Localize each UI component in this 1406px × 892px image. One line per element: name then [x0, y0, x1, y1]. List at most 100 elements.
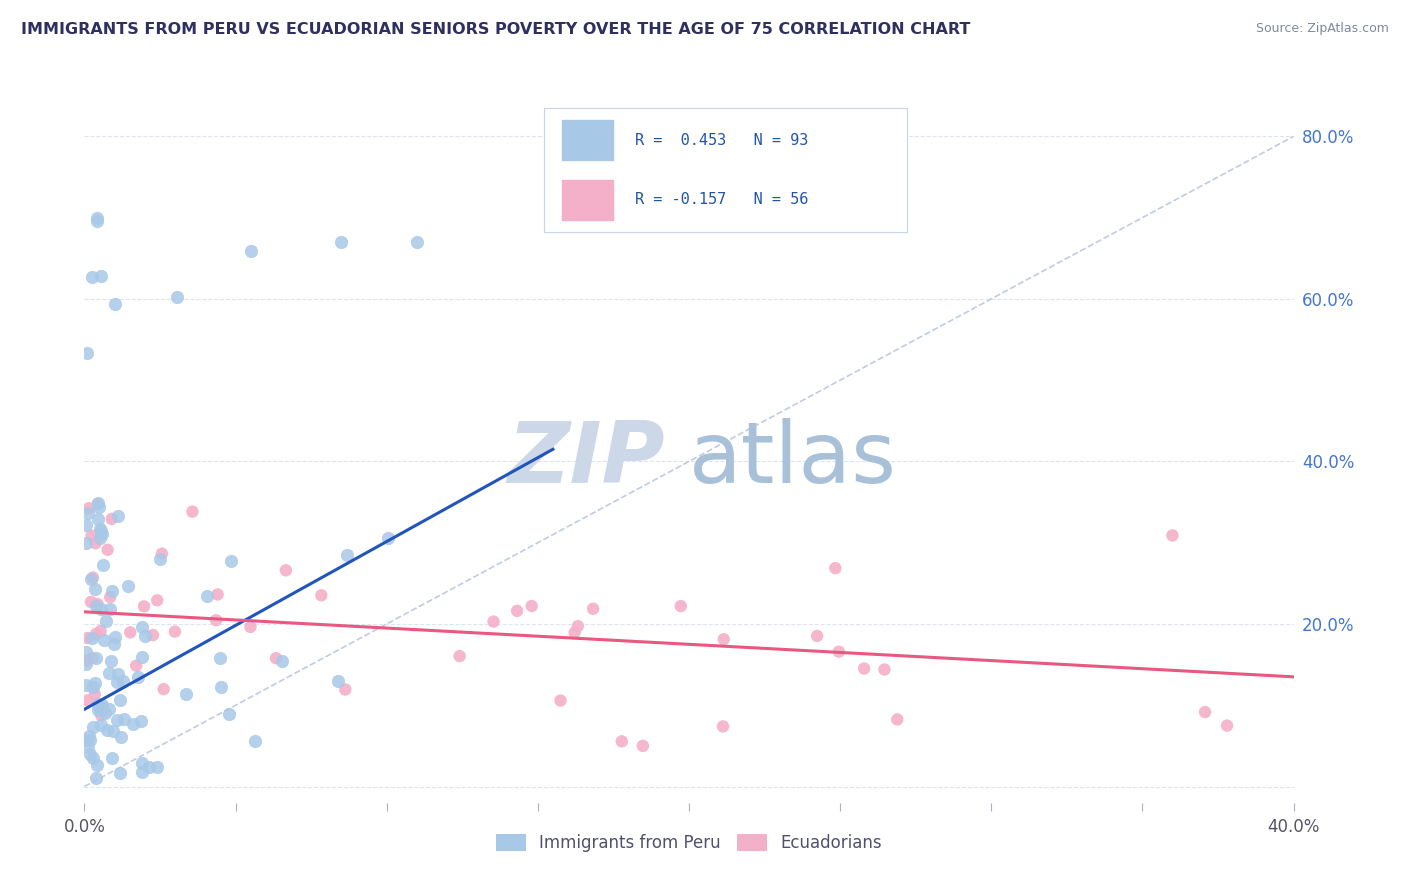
Point — [93, 633, 115, 648]
Point — [86, 213, 108, 227]
Point — [131, 756, 153, 771]
Point — [274, 563, 297, 577]
Point — [82, 651, 104, 665]
Point — [86, 703, 108, 717]
Point — [80, 529, 103, 543]
Point — [873, 663, 896, 677]
Point — [89, 531, 111, 545]
Point — [97, 702, 120, 716]
Point — [377, 531, 399, 545]
Point — [239, 620, 262, 634]
Point — [75, 536, 97, 550]
Point — [205, 613, 228, 627]
Point — [84, 771, 107, 785]
Point — [82, 720, 104, 734]
Point — [131, 765, 153, 780]
Point — [86, 497, 108, 511]
Point — [98, 590, 121, 604]
Point — [84, 599, 107, 614]
Point — [111, 674, 134, 689]
Point — [853, 661, 876, 675]
Point — [127, 670, 149, 684]
Point — [87, 496, 110, 510]
Point — [208, 650, 231, 665]
Point — [76, 506, 98, 520]
Point — [90, 524, 112, 538]
Point — [90, 718, 112, 732]
Point — [240, 244, 263, 259]
Point — [335, 682, 357, 697]
Point — [105, 675, 128, 690]
Point — [87, 512, 110, 526]
Point — [84, 582, 107, 597]
Point — [75, 645, 97, 659]
Point — [87, 699, 110, 714]
Point — [86, 211, 108, 226]
Point — [311, 588, 333, 602]
Point — [77, 729, 100, 743]
Point — [330, 235, 353, 249]
Point — [84, 627, 107, 641]
Point — [75, 733, 97, 747]
Point — [79, 747, 101, 761]
Point — [149, 551, 172, 566]
Point — [103, 637, 125, 651]
Point — [100, 512, 122, 526]
Point — [77, 739, 100, 754]
Legend: Immigrants from Peru, Ecuadorians: Immigrants from Peru, Ecuadorians — [488, 825, 890, 860]
Point — [449, 649, 471, 664]
Point — [1194, 705, 1216, 719]
Point — [76, 654, 98, 668]
Point — [90, 624, 112, 638]
Point — [711, 719, 734, 733]
Point — [80, 631, 103, 645]
Point — [90, 602, 112, 616]
Point — [163, 624, 186, 639]
Point — [181, 505, 204, 519]
Point — [824, 561, 846, 575]
Point — [86, 597, 108, 611]
Point — [219, 554, 242, 568]
Point — [76, 693, 98, 707]
Point — [105, 713, 128, 727]
Point — [218, 707, 240, 722]
Point — [94, 706, 117, 721]
Point — [131, 650, 153, 665]
Point — [886, 713, 908, 727]
Point — [101, 751, 124, 765]
Point — [97, 665, 120, 680]
Point — [96, 723, 118, 737]
Point — [142, 628, 165, 642]
Point — [98, 602, 121, 616]
Text: atlas: atlas — [689, 417, 897, 500]
Point — [94, 615, 117, 629]
Point — [82, 751, 104, 765]
Point — [174, 687, 197, 701]
Point — [129, 714, 152, 729]
Point — [82, 680, 104, 694]
Point — [89, 522, 111, 536]
Point — [80, 572, 103, 586]
Point — [83, 687, 105, 701]
Point — [146, 593, 169, 607]
Point — [132, 599, 155, 614]
Point — [91, 558, 114, 572]
Point — [91, 698, 114, 713]
Point — [520, 599, 543, 613]
Point — [1216, 718, 1239, 732]
Point — [79, 732, 101, 747]
Point — [336, 548, 359, 562]
Point — [610, 734, 633, 748]
Point — [117, 579, 139, 593]
Text: ZIP: ZIP — [508, 417, 665, 500]
Point — [669, 599, 692, 613]
Point — [806, 629, 828, 643]
Point — [107, 508, 129, 523]
Point — [209, 681, 232, 695]
Point — [104, 630, 127, 644]
Point — [195, 589, 218, 603]
Point — [108, 766, 131, 780]
Point — [122, 717, 145, 731]
Point — [86, 698, 108, 712]
Point — [100, 654, 122, 668]
